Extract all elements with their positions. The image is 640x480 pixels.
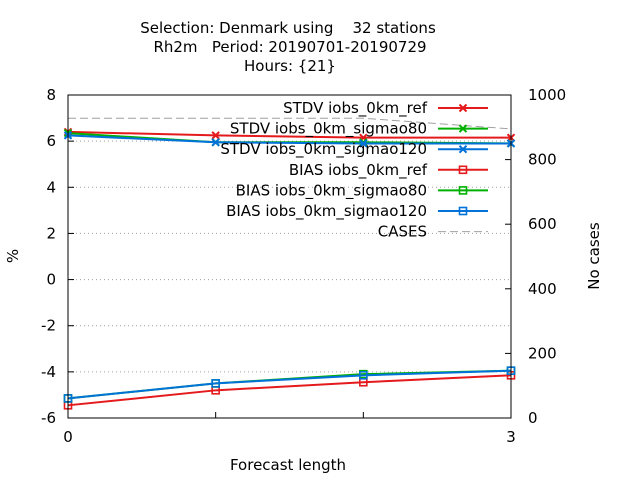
- y-tick-label: -2: [41, 317, 56, 335]
- y-tick-label: 4: [46, 178, 56, 196]
- series-line: [67, 369, 512, 400]
- y2-tick-label: 600: [528, 215, 557, 233]
- y-tick-label: 6: [46, 132, 56, 150]
- series-line: [68, 117, 512, 130]
- y-tick-label: 8: [46, 86, 56, 104]
- y-tick-label: -4: [41, 363, 56, 381]
- title-line-3: Hours: {21}: [244, 57, 336, 75]
- x-axis-label: Forecast length: [230, 456, 346, 474]
- point-marker: [458, 103, 468, 113]
- series-line: [67, 369, 512, 400]
- y2-axis-label: No cases: [585, 222, 603, 290]
- legend-label: STDV iobs_0km_sigmao120: [220, 140, 427, 159]
- y2-tick-label: 0: [528, 409, 538, 427]
- y2-tick-label: 200: [528, 344, 557, 362]
- series-2: [63, 131, 516, 148]
- title-line-2: Rh2m Period: 20190701-20190729: [153, 38, 426, 56]
- legend: STDV iobs_0km_ref STDV iobs_0km_sigmao80S…: [220, 99, 488, 241]
- legend-label: BIAS iobs_0km_ref: [289, 161, 428, 180]
- y-tick-label: -6: [41, 409, 56, 427]
- legend-label: STDV iobs_0km_ref: [283, 99, 428, 118]
- point-marker: [458, 165, 468, 175]
- point-marker: [211, 379, 220, 388]
- point-marker: [211, 131, 220, 140]
- legend-entry: BIAS iobs_0km_sigmao80: [236, 181, 488, 200]
- legend-entry: STDV iobs_0km_sigmao120: [220, 140, 488, 159]
- series-line: [67, 130, 511, 139]
- legend-entry: STDV iobs_0km_ref: [283, 99, 488, 118]
- chart-title: Selection: Denmark using 32 stations Rh2…: [140, 19, 436, 75]
- point-marker: [359, 139, 368, 148]
- point-marker: [458, 144, 468, 154]
- y-tick-label: 0: [46, 271, 56, 289]
- y2-tick-label: 1000: [528, 86, 566, 104]
- series-3: [63, 371, 516, 410]
- y-tick-label: 2: [46, 224, 56, 242]
- series-5: [63, 366, 516, 403]
- legend-entry: BIAS iobs_0km_sigmao120: [226, 202, 488, 221]
- y2-tick-label: 400: [528, 280, 557, 298]
- series-layer: [63, 117, 516, 410]
- x-tick-label: 0: [63, 428, 73, 446]
- x-tick-label: 3: [506, 428, 516, 446]
- legend-label: STDV iobs_0km_sigmao80: [230, 120, 427, 139]
- series-line: [67, 134, 511, 145]
- plot-frame: [67, 94, 512, 419]
- title-line-1: Selection: Denmark using 32 stations: [140, 19, 436, 37]
- legend-entry: CASES: [378, 223, 488, 241]
- legend-label: CASES: [378, 223, 427, 241]
- point-marker: [458, 124, 468, 133]
- point-marker: [458, 206, 468, 216]
- point-marker: [359, 371, 368, 380]
- legend-entry: STDV iobs_0km_sigmao80: [230, 120, 488, 139]
- legend-label: BIAS iobs_0km_sigmao120: [226, 202, 427, 221]
- y-axis-label: %: [4, 249, 22, 263]
- legend-label: BIAS iobs_0km_sigmao80: [236, 181, 427, 200]
- legend-entry: BIAS iobs_0km_ref: [289, 161, 488, 180]
- series-6: [68, 117, 512, 130]
- point-marker: [458, 186, 468, 195]
- y2-tick-label: 800: [528, 151, 557, 169]
- series-line: [67, 374, 512, 407]
- point-marker: [211, 138, 220, 147]
